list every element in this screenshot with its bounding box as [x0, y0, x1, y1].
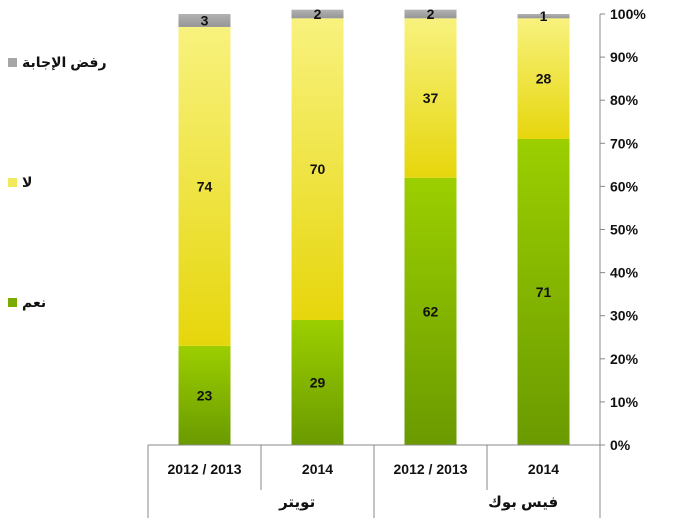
data-label: 3: [201, 12, 209, 28]
data-label: 70: [310, 161, 326, 177]
legend-swatch: [8, 178, 17, 187]
bar-segment: [178, 26, 231, 346]
legend-label: نعم: [22, 294, 46, 310]
legend-swatch: [8, 58, 17, 67]
data-label: 1: [540, 8, 548, 24]
y-tick-label: 60%: [610, 178, 639, 194]
bar-segment: [404, 18, 457, 178]
legend-label: لا: [22, 174, 32, 190]
bar-segment: [178, 14, 231, 27]
x-group-label: فيس بوك: [488, 494, 558, 511]
bars: 23 74 3 29 70 2 62 37 2 71 28 1: [178, 6, 570, 446]
x-tick-label: 2012 / 2013: [394, 461, 468, 477]
data-label: 28: [536, 71, 552, 87]
legend: رفض الإجابة لا نعم: [8, 54, 107, 310]
y-tick-label: 30%: [610, 308, 639, 324]
y-tick-label: 80%: [610, 92, 639, 108]
data-label: 37: [423, 90, 439, 106]
legend-swatch: [8, 298, 17, 307]
bar-segment: [291, 9, 344, 19]
y-tick-label: 100%: [610, 6, 646, 22]
data-label: 62: [423, 303, 439, 319]
y-tick-label: 70%: [610, 135, 639, 151]
bar-segment: [404, 9, 457, 19]
bar-segment: [517, 138, 570, 446]
bar-segment: [291, 18, 344, 321]
data-label: 74: [197, 178, 213, 194]
bar-segment: [291, 320, 344, 445]
data-label: 71: [536, 284, 552, 300]
data-label: 2: [427, 6, 435, 22]
y-tick-label: 20%: [610, 351, 639, 367]
y-tick-label: 90%: [610, 49, 639, 65]
bar-segment: [404, 177, 457, 445]
y-axis: 0% 10% 20% 30% 40% 50% 60% 70% 80% 90% 100%: [599, 6, 646, 453]
y-tick-label: 40%: [610, 265, 639, 281]
x-group-label: تويتر: [278, 494, 315, 511]
bar-segment: [178, 345, 231, 445]
x-tick-label: 2014: [528, 461, 559, 477]
bar-segment: [517, 18, 570, 139]
x-axis: 2012 / 2013 2014 2012 / 2013 2014 تويتر فيس ب…: [147, 444, 601, 518]
bar-segment: [517, 14, 570, 19]
data-label: 23: [197, 387, 213, 403]
legend-label: رفض الإجابة: [22, 54, 107, 71]
x-tick-label: 2014: [302, 461, 333, 477]
y-tick-label: 0%: [610, 437, 631, 453]
data-label: 2: [314, 6, 322, 22]
y-tick-label: 50%: [610, 222, 639, 238]
data-label: 29: [310, 375, 326, 391]
x-tick-label: 2012 / 2013: [168, 461, 242, 477]
y-tick-label: 10%: [610, 394, 639, 410]
